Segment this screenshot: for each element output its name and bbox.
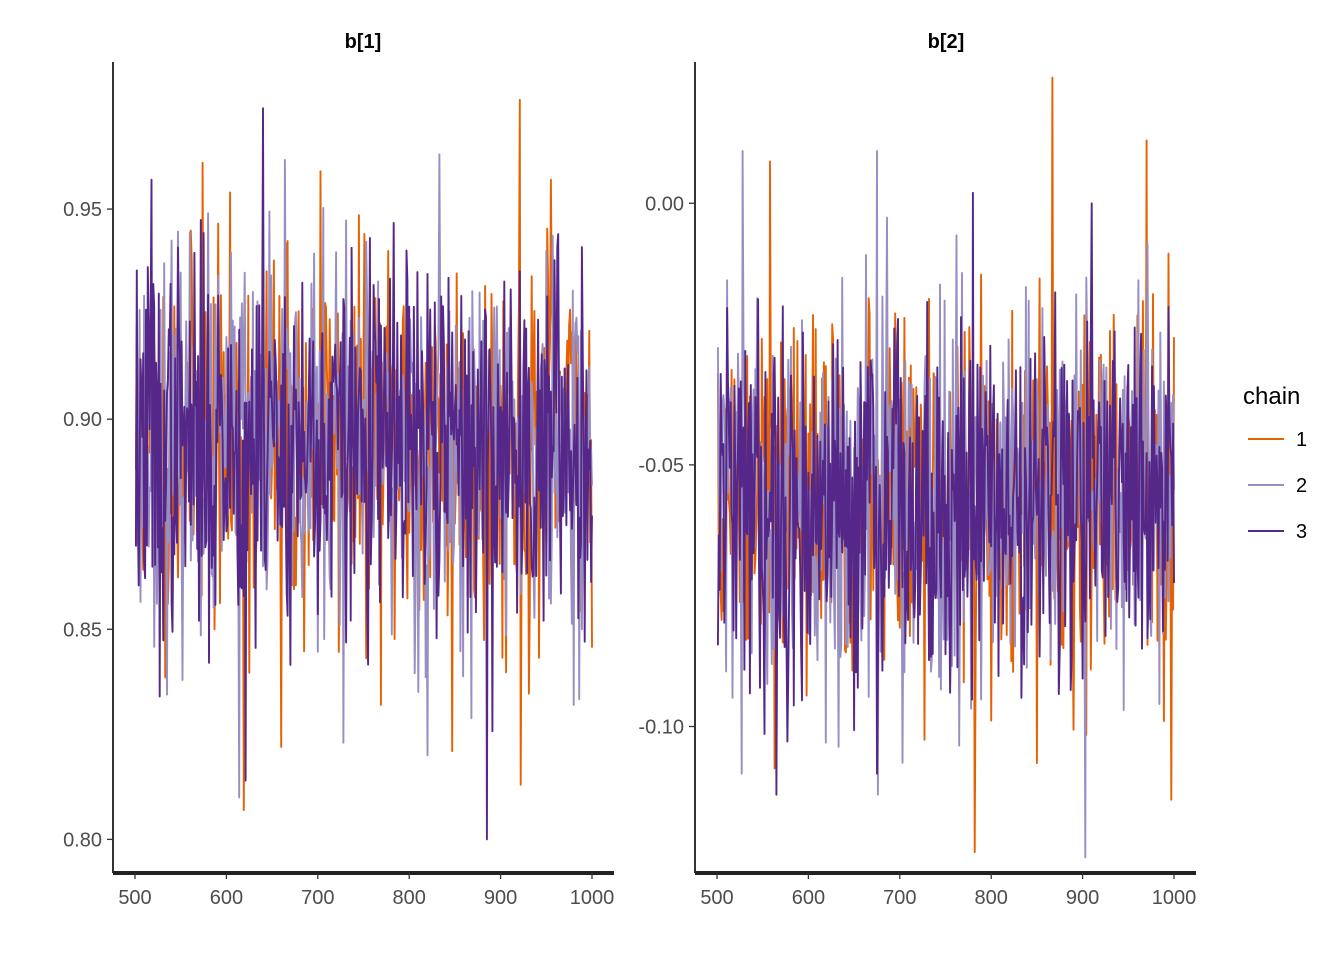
y-tick-label-b2: 0.00 xyxy=(645,193,684,215)
y-tick-label-b1: 0.90 xyxy=(63,409,102,431)
legend-title: chain xyxy=(1243,383,1300,410)
x-tick-label-b2: 500 xyxy=(700,887,733,909)
trace-line-b2-chain-3 xyxy=(716,191,1175,796)
series-layer-b1 xyxy=(134,98,593,841)
x-tick-label-b2: 800 xyxy=(975,887,1008,909)
legend: chain 1 2 3 xyxy=(1243,383,1307,543)
series-layer-b2 xyxy=(716,76,1175,859)
x-tick-label-b1: 600 xyxy=(210,887,243,909)
y-tick-label-b1: 0.80 xyxy=(63,829,102,851)
y-tick-label-b1: 0.95 xyxy=(63,199,102,221)
trace-line-b1-chain-3 xyxy=(134,107,593,841)
x-tick-label-b2: 600 xyxy=(792,887,825,909)
legend-label-3: 3 xyxy=(1296,521,1307,543)
panel-title-b1: b[1] xyxy=(345,31,382,53)
x-tick-label-b1: 1000 xyxy=(570,887,615,909)
legend-entry-3: 3 xyxy=(1248,521,1307,543)
x-tick-label-b1: 700 xyxy=(301,887,334,909)
y-tick-label-b1: 0.85 xyxy=(63,619,102,641)
axes-b1: 0.80 0.85 0.90 0.95 500 600 700 800 900 1000 xyxy=(63,62,614,909)
x-tick-label-b1: 500 xyxy=(118,887,151,909)
axes-b2: -0.10 -0.05 0.00 500 600 700 800 900 1000 xyxy=(638,62,1196,909)
x-tick-label-b1: 900 xyxy=(484,887,517,909)
panel-title-b2: b[2] xyxy=(928,31,965,53)
x-tick-label-b1: 800 xyxy=(393,887,426,909)
legend-label-2: 2 xyxy=(1296,475,1307,497)
legend-entry-2: 2 xyxy=(1248,475,1307,497)
y-tick-label-b2: -0.10 xyxy=(638,716,684,738)
panel-b1: b[1] 0.80 0.85 0.90 0.95 500 600 700 800 900 1000 xyxy=(63,31,614,909)
panel-b2: b[2] -0.10 -0.05 0.00 500 600 700 800 900 1000 xyxy=(638,31,1196,909)
x-tick-label-b2: 1000 xyxy=(1152,887,1197,909)
legend-entry-1: 1 xyxy=(1248,429,1307,451)
legend-label-1: 1 xyxy=(1296,429,1307,451)
y-tick-label-b2: -0.05 xyxy=(638,455,684,477)
x-tick-label-b2: 900 xyxy=(1066,887,1099,909)
x-tick-label-b2: 700 xyxy=(883,887,916,909)
